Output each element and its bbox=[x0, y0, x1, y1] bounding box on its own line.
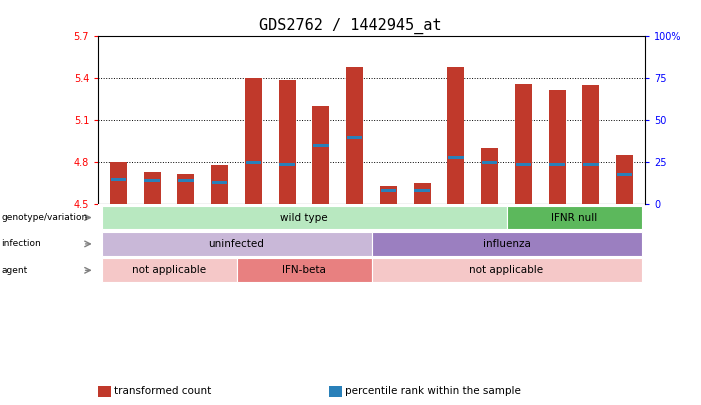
Bar bbox=[211, 165, 228, 205]
Bar bbox=[515, 84, 532, 205]
Bar bbox=[380, 186, 397, 205]
Bar bbox=[616, 156, 633, 205]
Text: infection: infection bbox=[1, 239, 41, 248]
Text: GDS2762 / 1442945_at: GDS2762 / 1442945_at bbox=[259, 18, 442, 34]
Bar bbox=[414, 190, 430, 192]
Bar bbox=[583, 162, 599, 166]
Bar bbox=[313, 107, 329, 205]
Bar bbox=[549, 90, 566, 205]
Bar bbox=[481, 148, 498, 205]
Bar bbox=[583, 85, 599, 205]
Bar bbox=[279, 80, 296, 205]
Text: uninfected: uninfected bbox=[209, 239, 264, 249]
Bar bbox=[482, 161, 498, 164]
Bar bbox=[245, 161, 261, 164]
Text: transformed count: transformed count bbox=[114, 386, 211, 396]
Bar bbox=[280, 162, 295, 166]
Bar bbox=[414, 183, 430, 205]
Bar bbox=[372, 232, 641, 256]
Bar bbox=[102, 258, 236, 282]
Bar bbox=[313, 144, 329, 147]
Bar bbox=[111, 178, 126, 181]
Text: not applicable: not applicable bbox=[470, 265, 543, 275]
Text: IFN-beta: IFN-beta bbox=[282, 265, 326, 275]
Bar bbox=[550, 162, 565, 166]
Bar bbox=[110, 162, 127, 205]
Bar bbox=[381, 190, 396, 192]
Text: percentile rank within the sample: percentile rank within the sample bbox=[345, 386, 521, 396]
Bar bbox=[102, 232, 372, 256]
Bar bbox=[177, 174, 194, 205]
Text: not applicable: not applicable bbox=[132, 265, 206, 275]
Bar bbox=[448, 156, 463, 159]
Bar bbox=[144, 172, 161, 205]
Bar bbox=[516, 162, 531, 166]
Text: IFNR null: IFNR null bbox=[551, 213, 597, 222]
Bar bbox=[236, 258, 372, 282]
Text: wild type: wild type bbox=[280, 213, 328, 222]
Bar bbox=[346, 67, 363, 205]
Text: genotype/variation: genotype/variation bbox=[1, 213, 88, 222]
Bar bbox=[507, 206, 641, 229]
Bar bbox=[178, 179, 193, 182]
Text: influenza: influenza bbox=[482, 239, 531, 249]
Bar bbox=[447, 67, 464, 205]
Text: agent: agent bbox=[1, 266, 27, 275]
Bar bbox=[245, 79, 262, 205]
Bar bbox=[144, 179, 160, 182]
Bar bbox=[212, 181, 227, 184]
Bar bbox=[617, 173, 632, 176]
Bar bbox=[372, 258, 641, 282]
Bar bbox=[102, 206, 507, 229]
Bar bbox=[347, 136, 362, 139]
